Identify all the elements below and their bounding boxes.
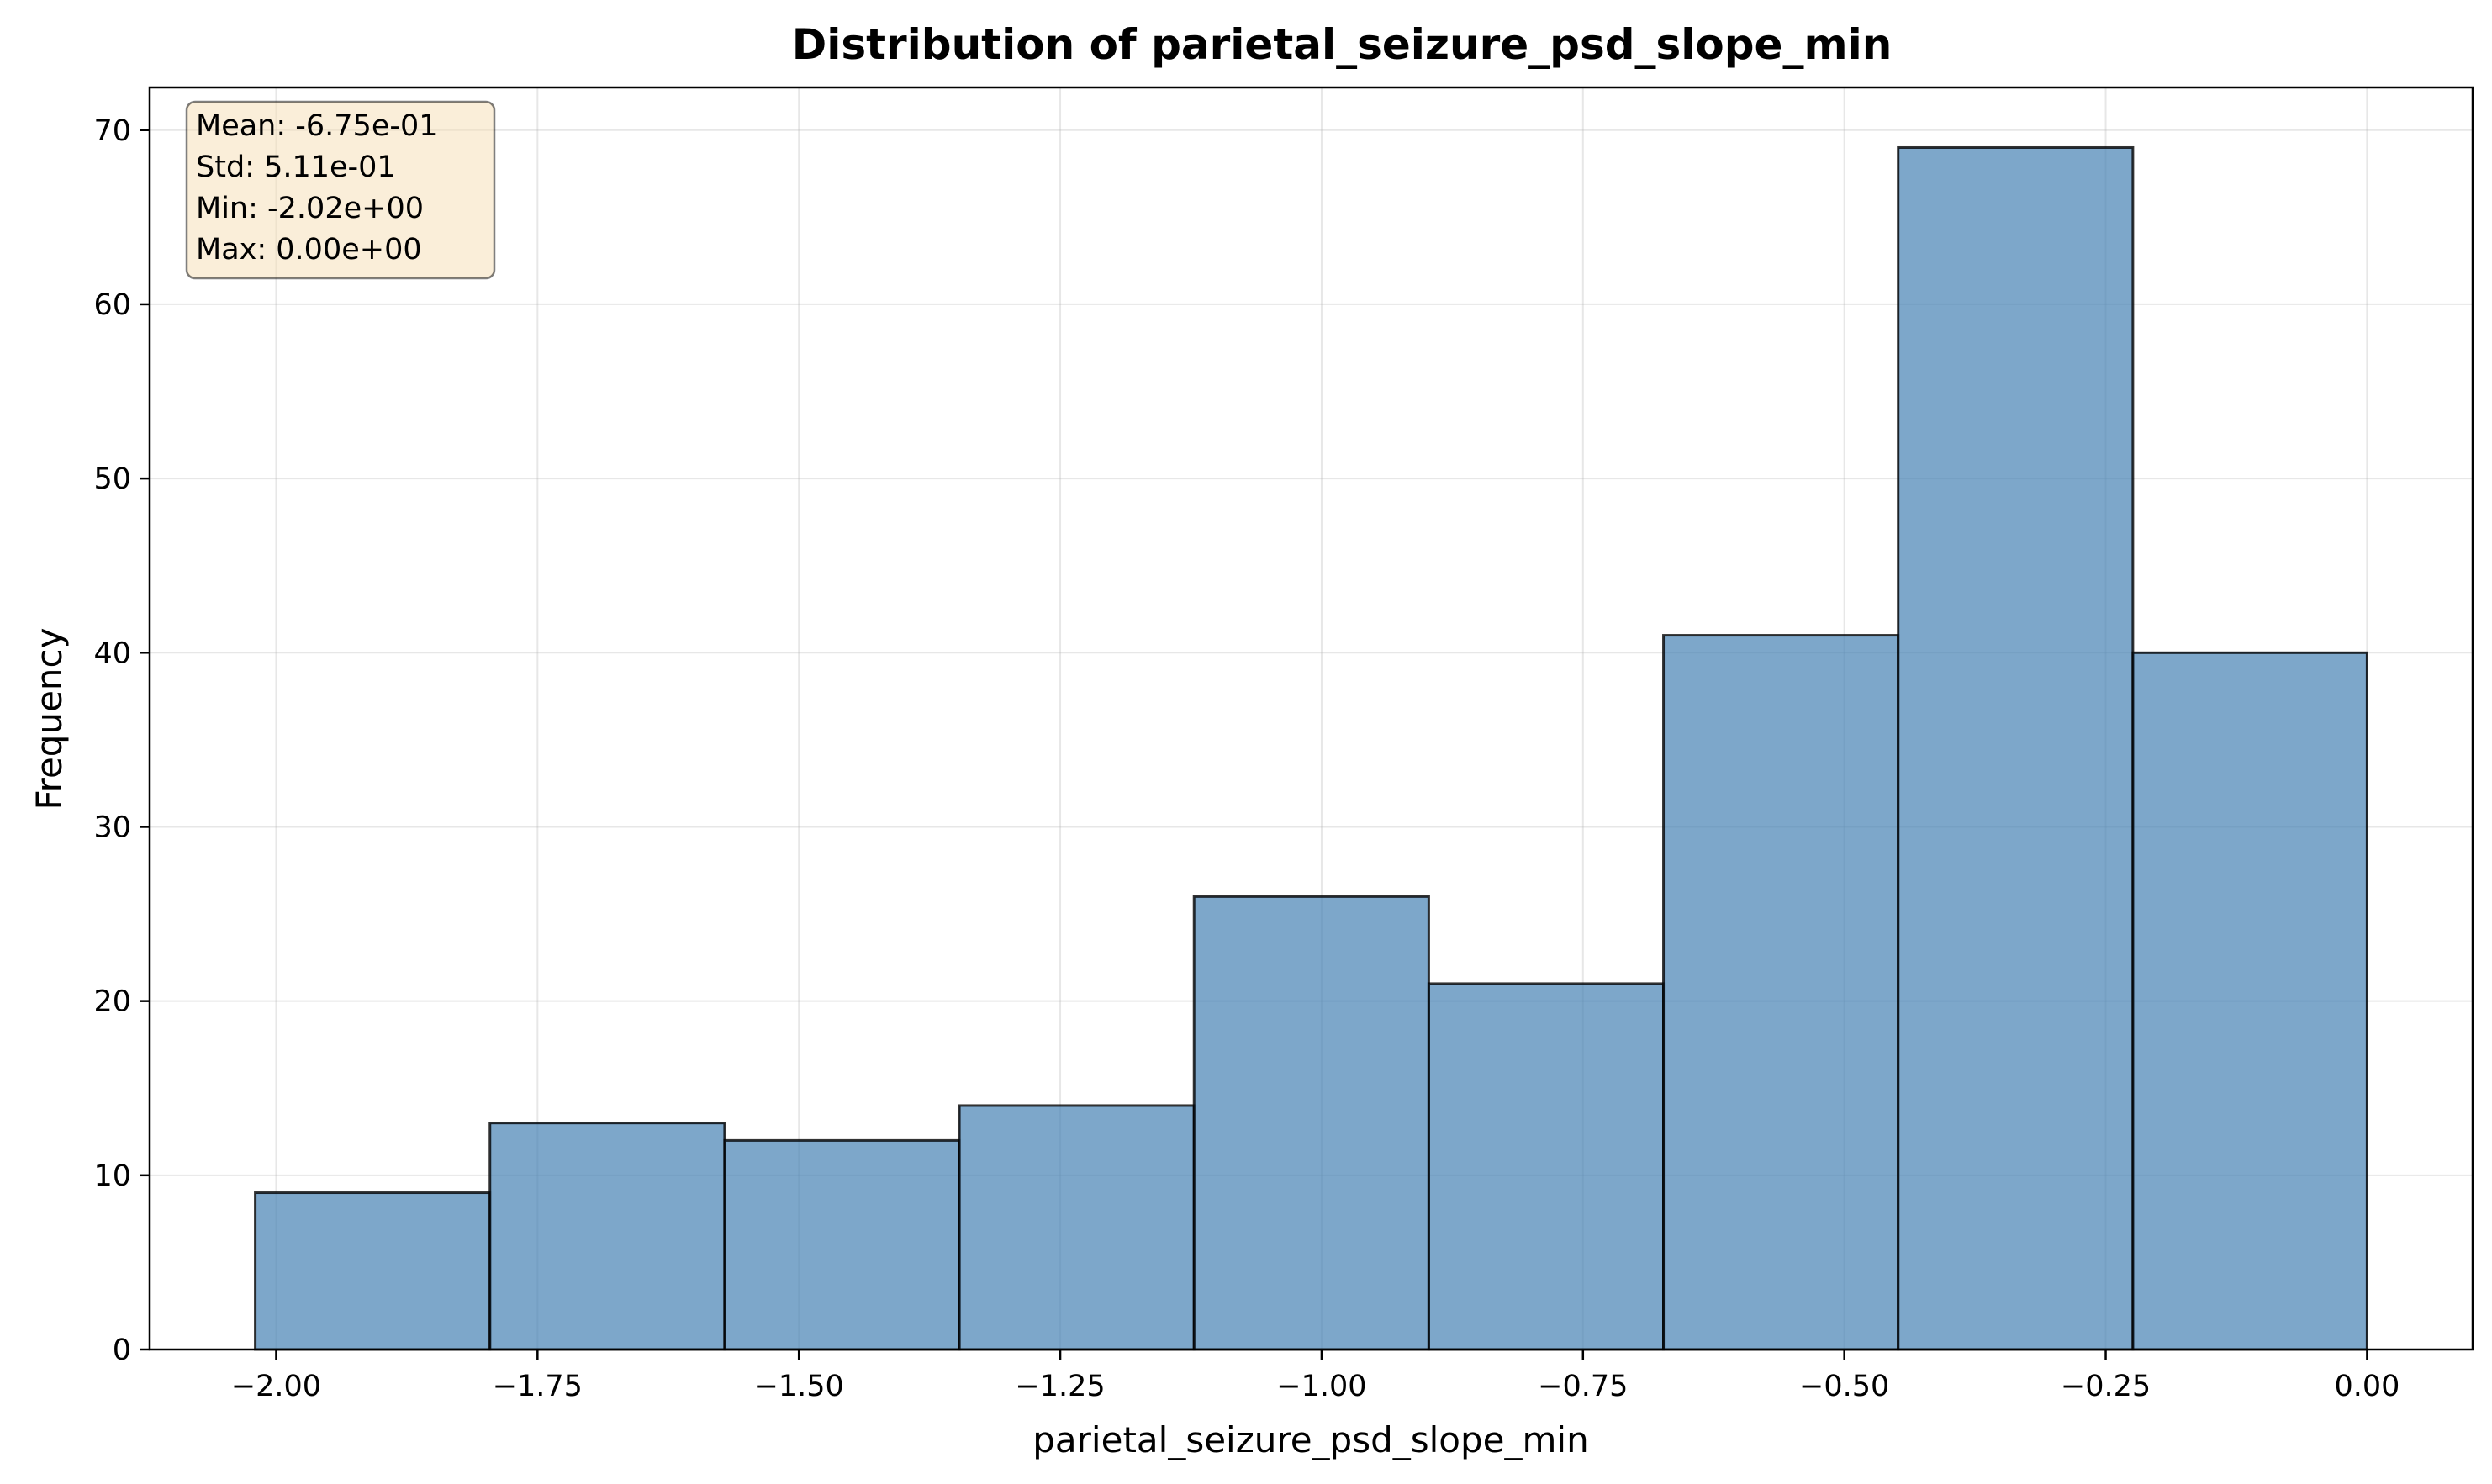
histogram-bar	[1897, 145, 2135, 1351]
histogram-bar	[723, 1138, 961, 1351]
y-tick-label: 20	[93, 985, 131, 1019]
histogram-bars	[254, 145, 2368, 1351]
histogram-bar	[1427, 982, 1666, 1351]
x-axis-label: parietal_seizure_psd_slope_min	[1032, 1419, 1588, 1460]
y-tick-label: 30	[93, 811, 131, 844]
x-tick-label: −0.50	[1799, 1370, 1889, 1403]
x-tick-label: −1.00	[1276, 1370, 1366, 1403]
histogram-bar	[1662, 634, 1900, 1351]
stats-box-background	[185, 100, 496, 280]
x-tick-label: −1.75	[493, 1370, 583, 1403]
stats-mean-text: Mean: -6.75e-01	[196, 109, 438, 143]
x-tick-label: −0.75	[1538, 1370, 1628, 1403]
y-tick-label: 60	[93, 288, 131, 322]
y-tick-label: 70	[93, 114, 131, 148]
y-tick-label: 40	[93, 636, 131, 670]
plot-frame	[148, 86, 2474, 1351]
histogram-bar	[958, 1104, 1196, 1351]
x-tick-label: 0.00	[2334, 1370, 2400, 1403]
histogram-bar	[488, 1122, 726, 1351]
y-axis-label: Frequency	[29, 628, 70, 811]
x-tick-label: −0.25	[2061, 1370, 2151, 1403]
histogram-bar	[2131, 651, 2368, 1351]
stats-std-text: Std: 5.11e-01	[196, 151, 396, 184]
stats-max-text: Max: 0.00e+00	[196, 233, 422, 267]
histogram-bar	[254, 1191, 492, 1351]
stats-box: Mean: -6.75e-01 Std: 5.11e-01 Min: -2.02…	[185, 100, 496, 280]
y-tick-label: 0	[113, 1333, 131, 1367]
axis-ticks: −2.00 −1.75 −1.50 −1.25 −1.00 −0.75 −0.50 −0.25…	[93, 114, 2400, 1403]
histogram-bar	[1192, 895, 1430, 1351]
x-tick-label: −1.25	[1015, 1370, 1105, 1403]
y-tick-label: 50	[93, 462, 131, 496]
x-tick-label: −1.50	[754, 1370, 844, 1403]
y-tick-label: 10	[93, 1159, 131, 1193]
x-tick-label: −2.00	[231, 1370, 321, 1403]
stats-min-text: Min: -2.02e+00	[196, 192, 424, 225]
chart-title: Distribution of parietal_seizure_psd_slo…	[792, 20, 1893, 69]
